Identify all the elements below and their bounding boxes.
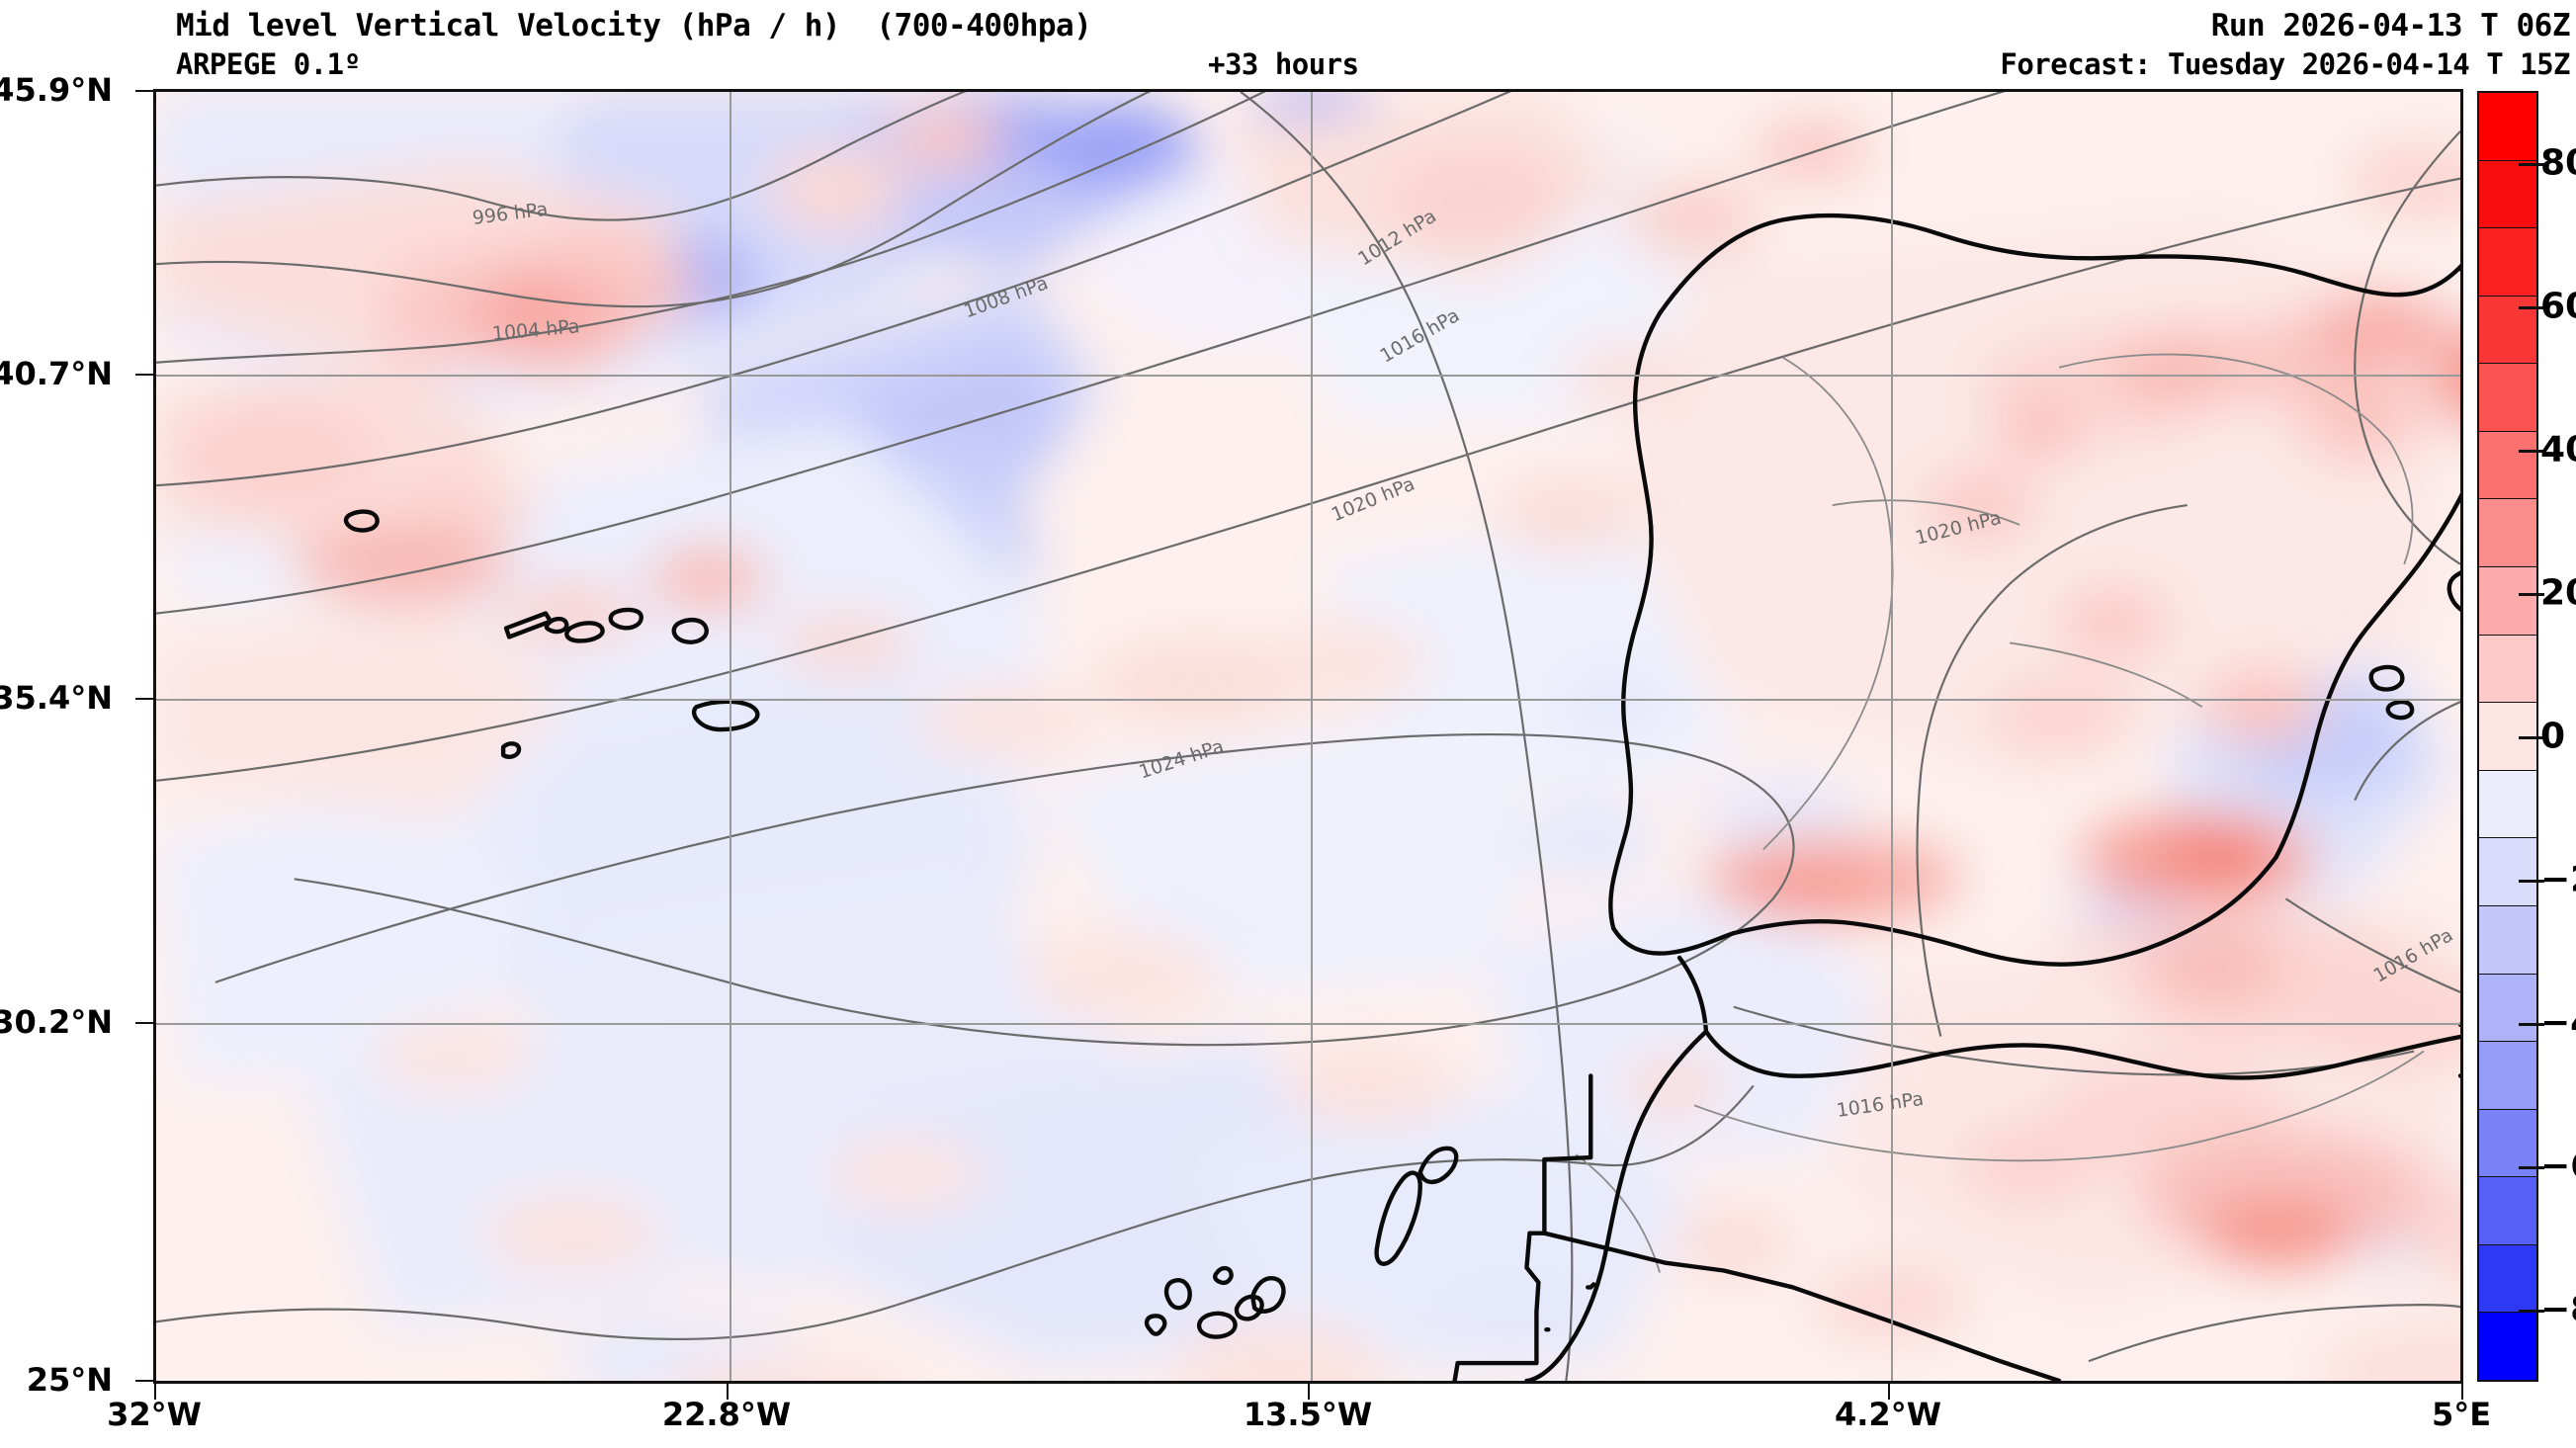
- colorbar-band: [2479, 430, 2536, 499]
- gridline-horizontal: [156, 1023, 2460, 1025]
- page-title: Mid level Vertical Velocity (hPa / h) (7…: [176, 8, 1092, 43]
- model-name-label: ARPEGE 0.1º: [176, 47, 361, 81]
- colorbar-band: [2479, 769, 2536, 838]
- x-tick-mark: [727, 1384, 729, 1400]
- x-tick-mark: [154, 1384, 156, 1400]
- colorbar-tick-mark: [2519, 449, 2544, 453]
- colorbar-band: [2479, 1312, 2536, 1380]
- gridline-vertical: [1891, 92, 1893, 1381]
- x-tick-mark: [2461, 1384, 2463, 1400]
- colorbar-tick-label: 0: [2540, 716, 2566, 757]
- colorbar-tick-mark: [2519, 162, 2544, 166]
- y-axis-label-40: 40.7°N: [0, 355, 113, 392]
- colorbar-tick-mark: [2519, 1166, 2544, 1170]
- vertical-velocity-field: [156, 92, 2460, 1381]
- colorbar-band: [2479, 634, 2536, 703]
- y-tick-mark: [135, 698, 153, 700]
- colorbar-band: [2479, 973, 2536, 1042]
- gridline-vertical: [730, 92, 731, 1381]
- x-tick-mark: [1888, 1384, 1890, 1400]
- colorbar-band: [2479, 904, 2536, 974]
- y-tick-mark: [135, 1022, 153, 1024]
- colorbar-tick-mark: [2519, 1310, 2544, 1314]
- x-axis-label-228w: 22.8°W: [661, 1396, 792, 1433]
- colorbar-tick-mark: [2519, 305, 2544, 309]
- colorbar-band: [2479, 363, 2536, 431]
- colorbar-band: [2479, 93, 2536, 160]
- y-tick-mark: [135, 374, 153, 376]
- x-tick-mark: [1308, 1384, 1310, 1400]
- colorbar-tick-label: −40: [2540, 1002, 2576, 1044]
- colorbar-tick-label: −60: [2540, 1146, 2576, 1187]
- x-axis-label-135w: 13.5°W: [1243, 1396, 1373, 1433]
- colorbar-tick-mark: [2519, 736, 2544, 739]
- colorbar-tick-label: −80: [2540, 1289, 2576, 1330]
- colorbar-tick-mark: [2519, 880, 2544, 884]
- colorbar-tick-label: 40: [2540, 429, 2576, 470]
- colorbar-tick-label: 60: [2540, 286, 2576, 327]
- x-axis-label-42w: 4.2°W: [1835, 1396, 1941, 1433]
- y-tick-mark: [135, 90, 153, 92]
- gridline-vertical: [1311, 92, 1313, 1381]
- colorbar-band: [2479, 1108, 2536, 1177]
- colorbar-band: [2479, 702, 2536, 770]
- y-axis-label-45: 45.9°N: [0, 71, 113, 109]
- x-axis-label-5e: 5°E: [2431, 1396, 2492, 1433]
- colorbar-tick-mark: [2519, 1023, 2544, 1027]
- colorbar-band: [2479, 159, 2536, 228]
- y-axis-label-25: 25°N: [26, 1361, 113, 1399]
- gridline-horizontal: [156, 699, 2460, 701]
- y-tick-mark: [135, 1380, 153, 1382]
- colorbar-tick-label: 80: [2540, 142, 2576, 184]
- forecast-valid-label: Forecast: Tuesday 2026-04-14 T 15Z: [2000, 47, 2570, 81]
- colorbar-band: [2479, 566, 2536, 635]
- colorbar-tick-label: 20: [2540, 572, 2576, 614]
- colorbar-band: [2479, 1243, 2536, 1313]
- lead-time-label: +33 hours: [1208, 47, 1359, 81]
- map-plot-area[interactable]: 996 hPa 1004 hPa 1008 hPa 1012 hPa 1016 hPa 1…: [153, 89, 2463, 1384]
- colorbar-band: [2479, 1176, 2536, 1244]
- colorbar[interactable]: [2477, 91, 2538, 1382]
- colorbar-tick-label: −20: [2540, 859, 2576, 900]
- colorbar-band: [2479, 498, 2536, 567]
- colorbar-band: [2479, 1041, 2536, 1109]
- gridline-horizontal: [156, 375, 2460, 377]
- colorbar-tick-mark: [2519, 592, 2544, 596]
- x-axis-label-32w: 32°W: [107, 1396, 202, 1433]
- colorbar-band: [2479, 837, 2536, 905]
- model-run-label: Run 2026-04-13 T 06Z: [2210, 8, 2571, 43]
- y-axis-label-30: 30.2°N: [0, 1003, 113, 1041]
- colorbar-band: [2479, 227, 2536, 296]
- y-axis-label-35: 35.4°N: [0, 679, 113, 717]
